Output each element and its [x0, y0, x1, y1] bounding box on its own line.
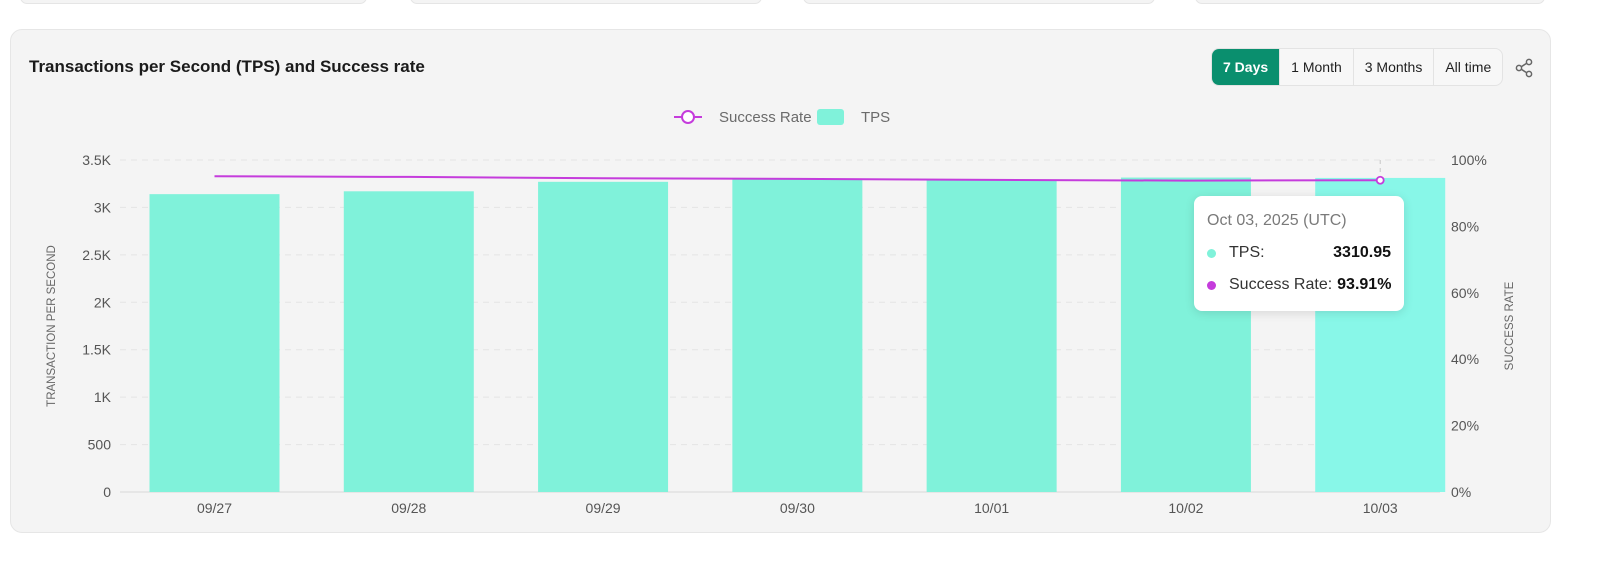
tooltip-success-rate-value: 93.91%: [1337, 276, 1392, 293]
share-icon[interactable]: [1513, 57, 1535, 79]
chart-axes: 0 500 1K 1.5K 2K 2.5K 3K 3.5K 0% 20% 40% 60% 80% 100%…: [82, 152, 1487, 516]
tps-bar[interactable]: [149, 194, 280, 493]
legend-label-tps: TPS: [861, 109, 890, 126]
y-tick-label-right: 40%: [1451, 351, 1479, 367]
x-tick-label: 09/28: [391, 500, 426, 516]
y-tick-label-left: 2.5K: [82, 247, 111, 263]
y-tick-label-right: 20%: [1451, 418, 1479, 434]
success-rate-series: [214, 175, 1385, 185]
x-tick-label: 09/27: [197, 500, 232, 516]
tps-legend-swatch: [817, 109, 844, 125]
tps-bars: [149, 177, 1446, 493]
y-tick-label-left: 2K: [94, 294, 112, 310]
y-tick-label-right: 60%: [1451, 285, 1479, 301]
y-tick-label-left: 3.5K: [82, 152, 111, 168]
y-tick-label-right: 80%: [1451, 218, 1479, 234]
tps-dot-icon: [1207, 248, 1216, 258]
tps-bar[interactable]: [343, 191, 474, 492]
x-tick-label: 10/02: [1168, 500, 1203, 516]
success-rate-point[interactable]: [1375, 175, 1385, 185]
y-tick-label-right: 0%: [1451, 484, 1471, 500]
success-rate-dot-icon: [1207, 280, 1216, 290]
tooltip-date: Oct 03, 2025 (UTC): [1207, 212, 1347, 229]
tooltip-success-rate-label: Success Rate:: [1229, 276, 1333, 293]
x-tick-label: 09/29: [586, 500, 621, 516]
tps-bar[interactable]: [926, 180, 1057, 492]
legend-label-success-rate: Success Rate: [719, 109, 812, 126]
legend-item-success-rate[interactable]: Success Rate: [674, 109, 812, 126]
tooltip-row-success-rate: Success Rate: 93.91%: [1207, 274, 1391, 296]
chart-title: Transactions per Second (TPS) and Succes…: [29, 57, 425, 76]
range-7-days-button[interactable]: 7 Days: [1212, 49, 1280, 85]
y-axis-title-right: SUCCESS RATE: [1504, 281, 1516, 370]
y-tick-label-right: 100%: [1451, 152, 1487, 168]
success-rate-line: [214, 175, 1381, 182]
x-tick-label: 10/01: [974, 500, 1009, 516]
data-tooltip: Oct 03, 2025 (UTC) TPS: 3310.95 Success …: [1194, 196, 1404, 311]
y-tick-label-left: 1.5K: [82, 342, 111, 358]
chart-legend: Success Rate TPS: [674, 109, 890, 126]
x-tick-label: 10/03: [1363, 500, 1398, 516]
x-tick-label: 09/30: [780, 500, 815, 516]
success-rate-legend-marker: [681, 110, 695, 124]
tps-bar[interactable]: [732, 178, 863, 492]
y-tick-label-left: 1K: [94, 389, 112, 405]
y-tick-label-left: 3K: [94, 199, 112, 215]
tooltip-tps-value: 3310.95: [1333, 244, 1391, 261]
tooltip-row-tps: TPS: 3310.95: [1207, 242, 1391, 264]
range-all-time-button[interactable]: All time: [1433, 49, 1502, 85]
y-tick-label-left: 500: [88, 437, 112, 453]
range-1-month-button[interactable]: 1 Month: [1279, 49, 1353, 85]
time-range-selector: 7 Days 1 Month 3 Months All time: [1211, 48, 1504, 86]
top-cards-strip: [0, 0, 1600, 8]
range-3-months-button[interactable]: 3 Months: [1352, 49, 1434, 85]
tps-bar[interactable]: [538, 181, 669, 492]
legend-item-tps[interactable]: TPS: [817, 109, 890, 126]
y-axis-title-left: TRANSACTION PER SECOND: [46, 245, 58, 407]
tooltip-tps-label: TPS:: [1229, 244, 1265, 261]
y-tick-label-left: 0: [103, 484, 111, 500]
